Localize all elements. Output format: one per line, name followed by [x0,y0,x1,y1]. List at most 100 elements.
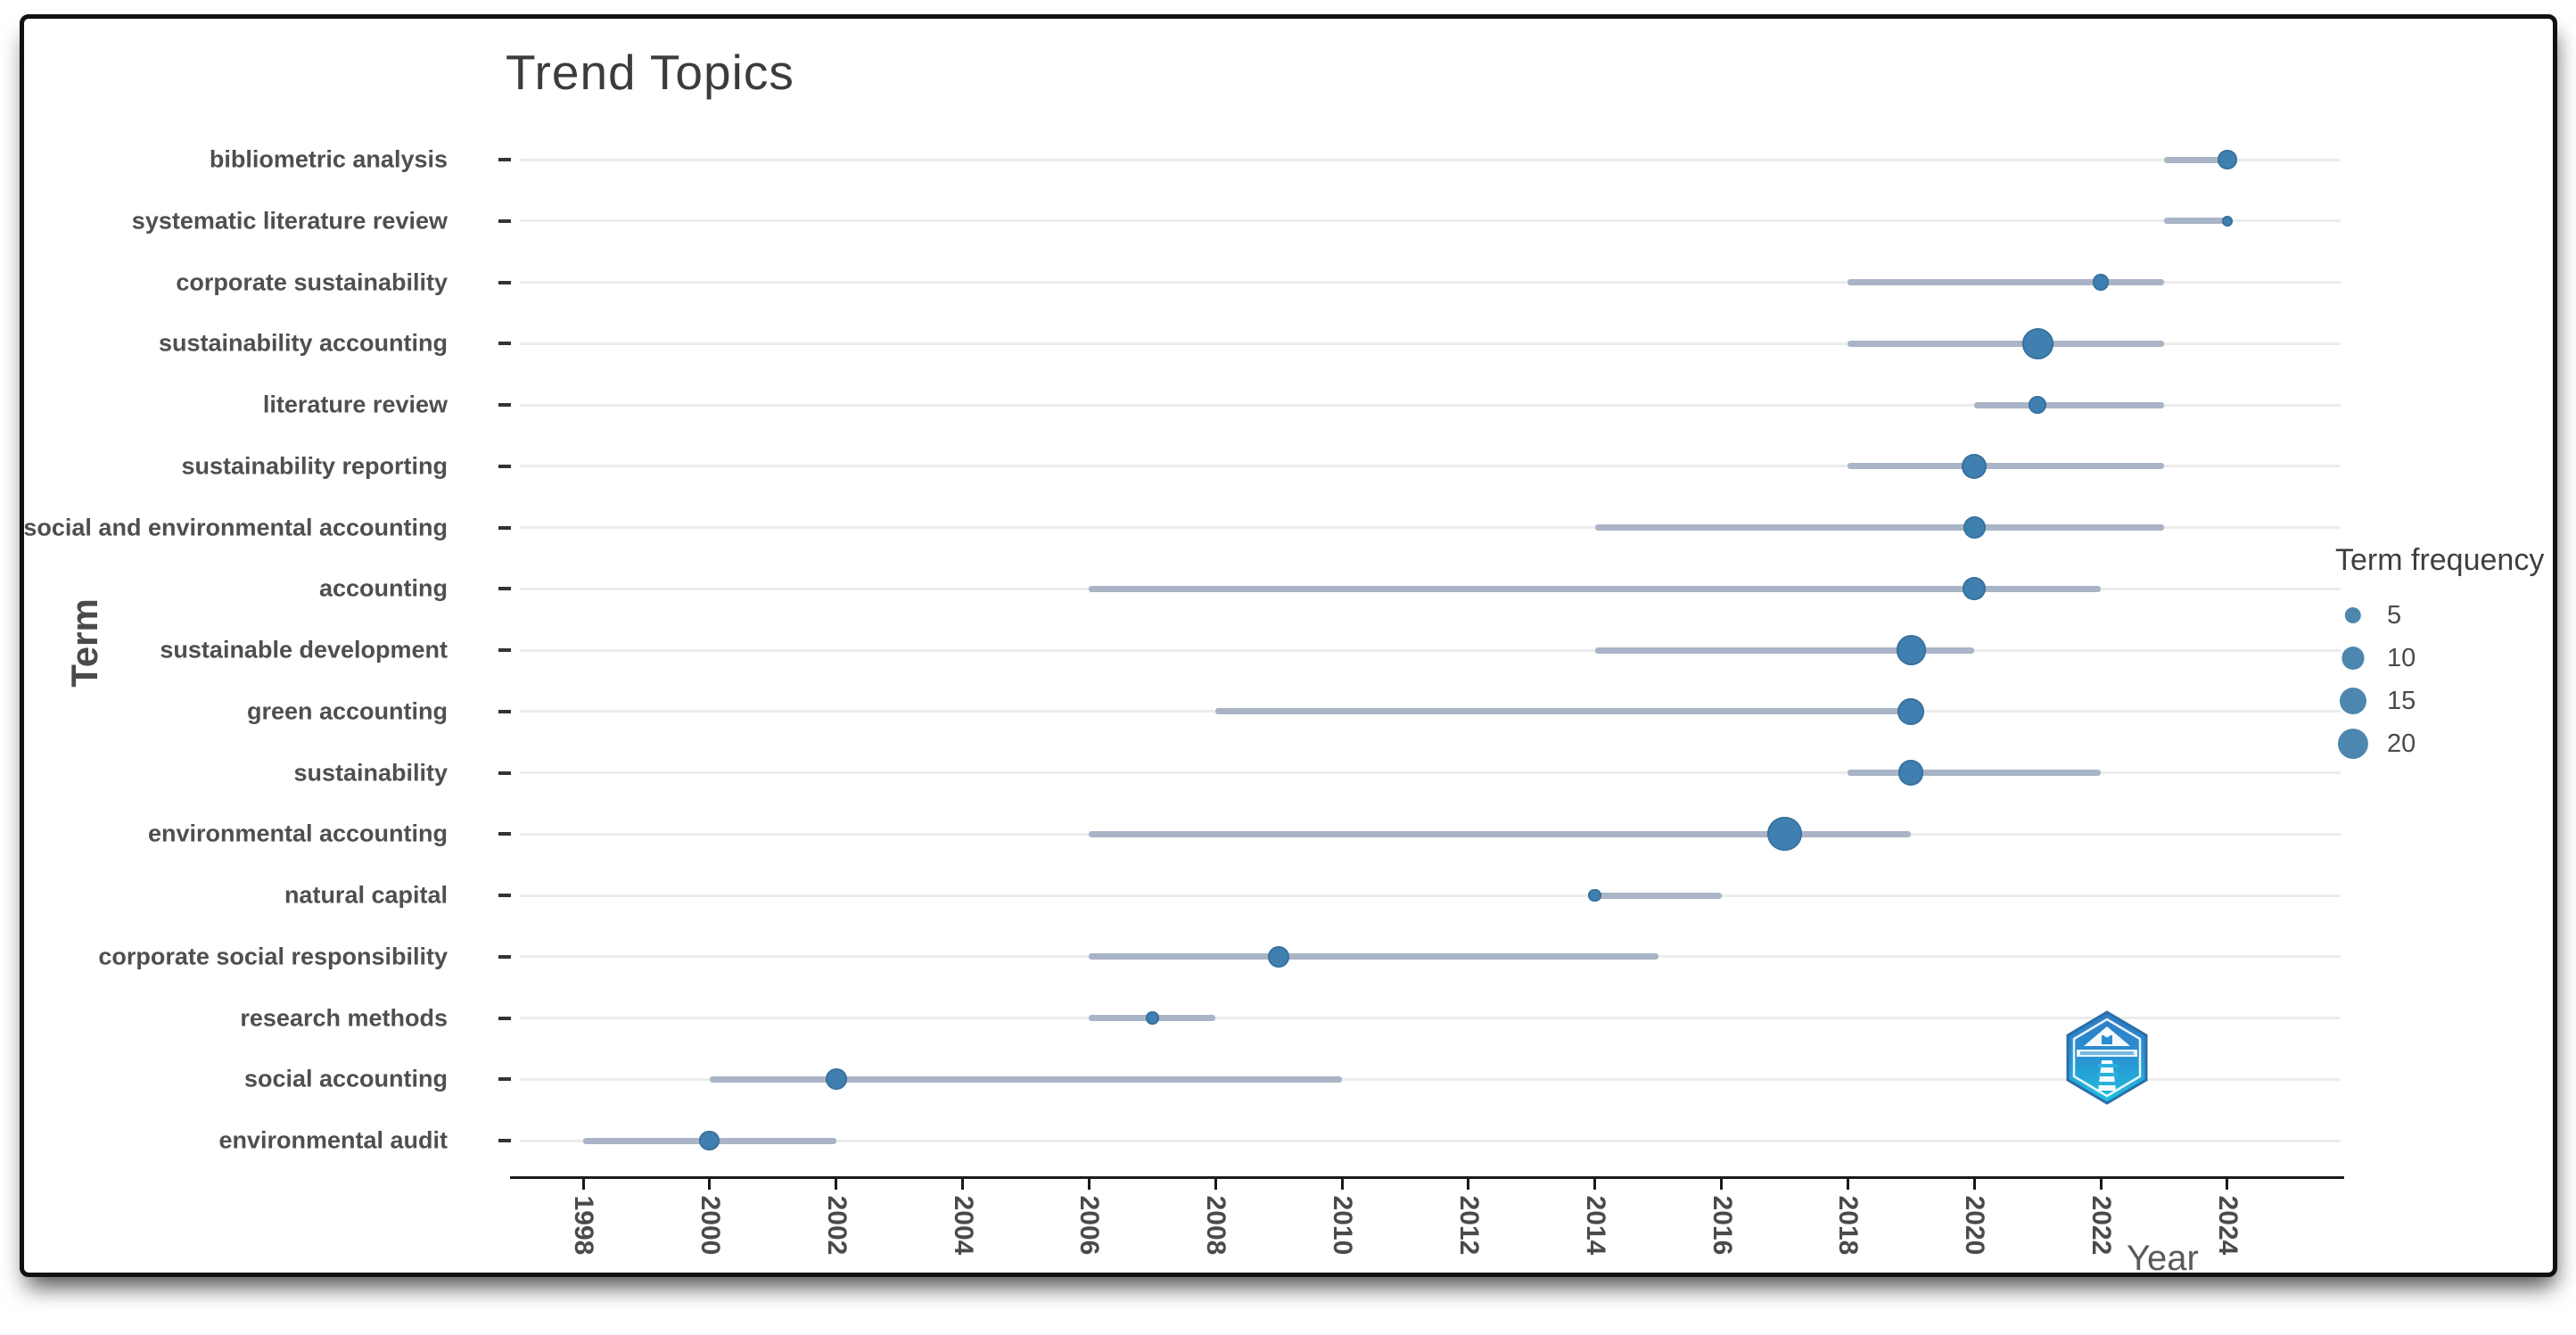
term-label: sustainability reporting [181,452,448,480]
x-axis-tick-label: 2004 [948,1195,978,1256]
y-axis-tick [498,403,511,407]
x-axis-tick [1214,1176,1217,1190]
y-axis-tick [498,954,511,959]
chart-title: Trend Topics [506,45,794,100]
x-axis-tick [961,1176,965,1190]
term-frequency-dot [2092,274,2110,291]
term-frequency-dot [1896,635,1926,665]
term-year-range [1848,279,2164,285]
legend-value: 20 [2387,729,2416,758]
x-axis-line [510,1176,2344,1179]
term-year-range [1089,585,2102,592]
row-gridline [520,219,2341,223]
x-axis-tick [1467,1176,1470,1190]
x-axis-tick-label: 2016 [1707,1195,1737,1256]
x-axis-tick-label: 2018 [1833,1195,1864,1256]
legend-bubble-icon [2344,606,2362,624]
term-year-range [1848,463,2164,470]
y-axis-tick [498,832,511,836]
x-axis-tick [2099,1176,2103,1190]
row-gridline [520,894,2341,897]
legend-value: 5 [2387,600,2402,630]
term-year-range [709,1075,1343,1083]
x-axis-tick-label: 2010 [1328,1195,1358,1256]
term-label: sustainability [293,759,448,786]
x-axis-tick-label: 2008 [1201,1195,1231,1256]
row-gridline [520,158,2341,161]
y-axis-tick [498,218,511,223]
x-axis-tick [1087,1176,1090,1190]
legend-value: 10 [2387,643,2416,672]
x-axis-title: Year [2127,1239,2199,1278]
x-axis-tick [1340,1176,1344,1190]
row-gridline [520,465,2341,468]
row-gridline [520,1017,2341,1019]
term-frequency-dot [825,1068,847,1091]
row-gridline [520,281,2341,284]
term-label: sustainable development [160,636,448,663]
term-year-range [1974,401,2164,408]
y-axis-tick [498,158,511,161]
term-year-range [1089,953,1658,960]
chart-frame: Trend Topics bibliometric analysis system… [20,14,2557,1278]
x-axis-tick-label: 2002 [821,1195,852,1256]
term-frequency-dot [2221,215,2234,227]
x-axis-tick-label: 2024 [2212,1195,2243,1256]
x-axis-tick [708,1176,712,1190]
y-axis-tick [498,1139,511,1142]
term-label: accounting [318,574,448,602]
row-gridline [520,342,2341,345]
y-axis-tick [498,648,511,652]
term-year-range [1848,340,2164,347]
y-axis-tick [498,771,511,775]
term-frequency-dot [1963,515,1986,540]
term-label: social accounting [243,1065,448,1092]
term-frequency-dot [1897,697,1925,725]
term-label: corporate social responsibility [98,943,448,970]
term-label: sustainability accounting [158,329,448,357]
y-axis-tick [498,525,511,530]
term-year-range [1594,647,1975,654]
term-label: corporate sustainability [176,268,448,295]
size-legend: Term frequency 5 10 15 20 [2335,543,2544,765]
term-frequency-dot [1145,1011,1159,1025]
term-year-range [2164,156,2227,163]
x-axis-tick-label: 2000 [695,1195,725,1256]
term-frequency-dot [1588,888,1602,902]
term-label: systematic literature review [131,207,448,235]
term-year-range [1215,708,1912,715]
trend-topics-chart: Trend Topics bibliometric analysis system… [23,19,2553,1278]
term-year-range [1594,524,2164,531]
legend-item: 15 [2335,680,2544,722]
term-frequency-dot [1898,760,1924,786]
x-axis-tick [1972,1176,1976,1190]
legend-bubble-icon [2339,687,2367,715]
term-label: environmental accounting [147,820,448,847]
x-axis-tick [1846,1176,1849,1190]
term-label: literature review [262,391,448,418]
legend-title: Term frequency [2335,543,2545,577]
y-axis-tick [498,464,511,468]
term-label: social and environmental accounting [23,514,448,540]
term-year-range [1089,830,1912,837]
legend-item: 20 [2335,722,2544,765]
term-label: green accounting [246,697,448,725]
term-frequency-dot [1963,577,1987,601]
x-axis-tick-label: 2014 [1580,1195,1610,1256]
term-frequency-dot [1268,945,1290,968]
term-frequency-dot [2218,150,2237,169]
x-axis-tick [581,1176,585,1190]
x-axis-tick [2226,1176,2229,1190]
x-axis-tick-label: 1998 [569,1195,598,1256]
term-frequency-dot [1767,817,1802,852]
term-year-range [2164,218,2227,225]
y-axis-tick [498,280,511,284]
term-frequency-dot [2029,396,2047,414]
term-label: research methods [240,1004,448,1031]
term-label: bibliometric analysis [209,145,448,173]
y-axis-tick [498,1077,511,1082]
row-gridline [520,1077,2341,1081]
x-axis-tick [835,1176,838,1190]
legend-items: 5 10 15 20 [2335,594,2544,765]
y-axis-tick [498,342,511,346]
